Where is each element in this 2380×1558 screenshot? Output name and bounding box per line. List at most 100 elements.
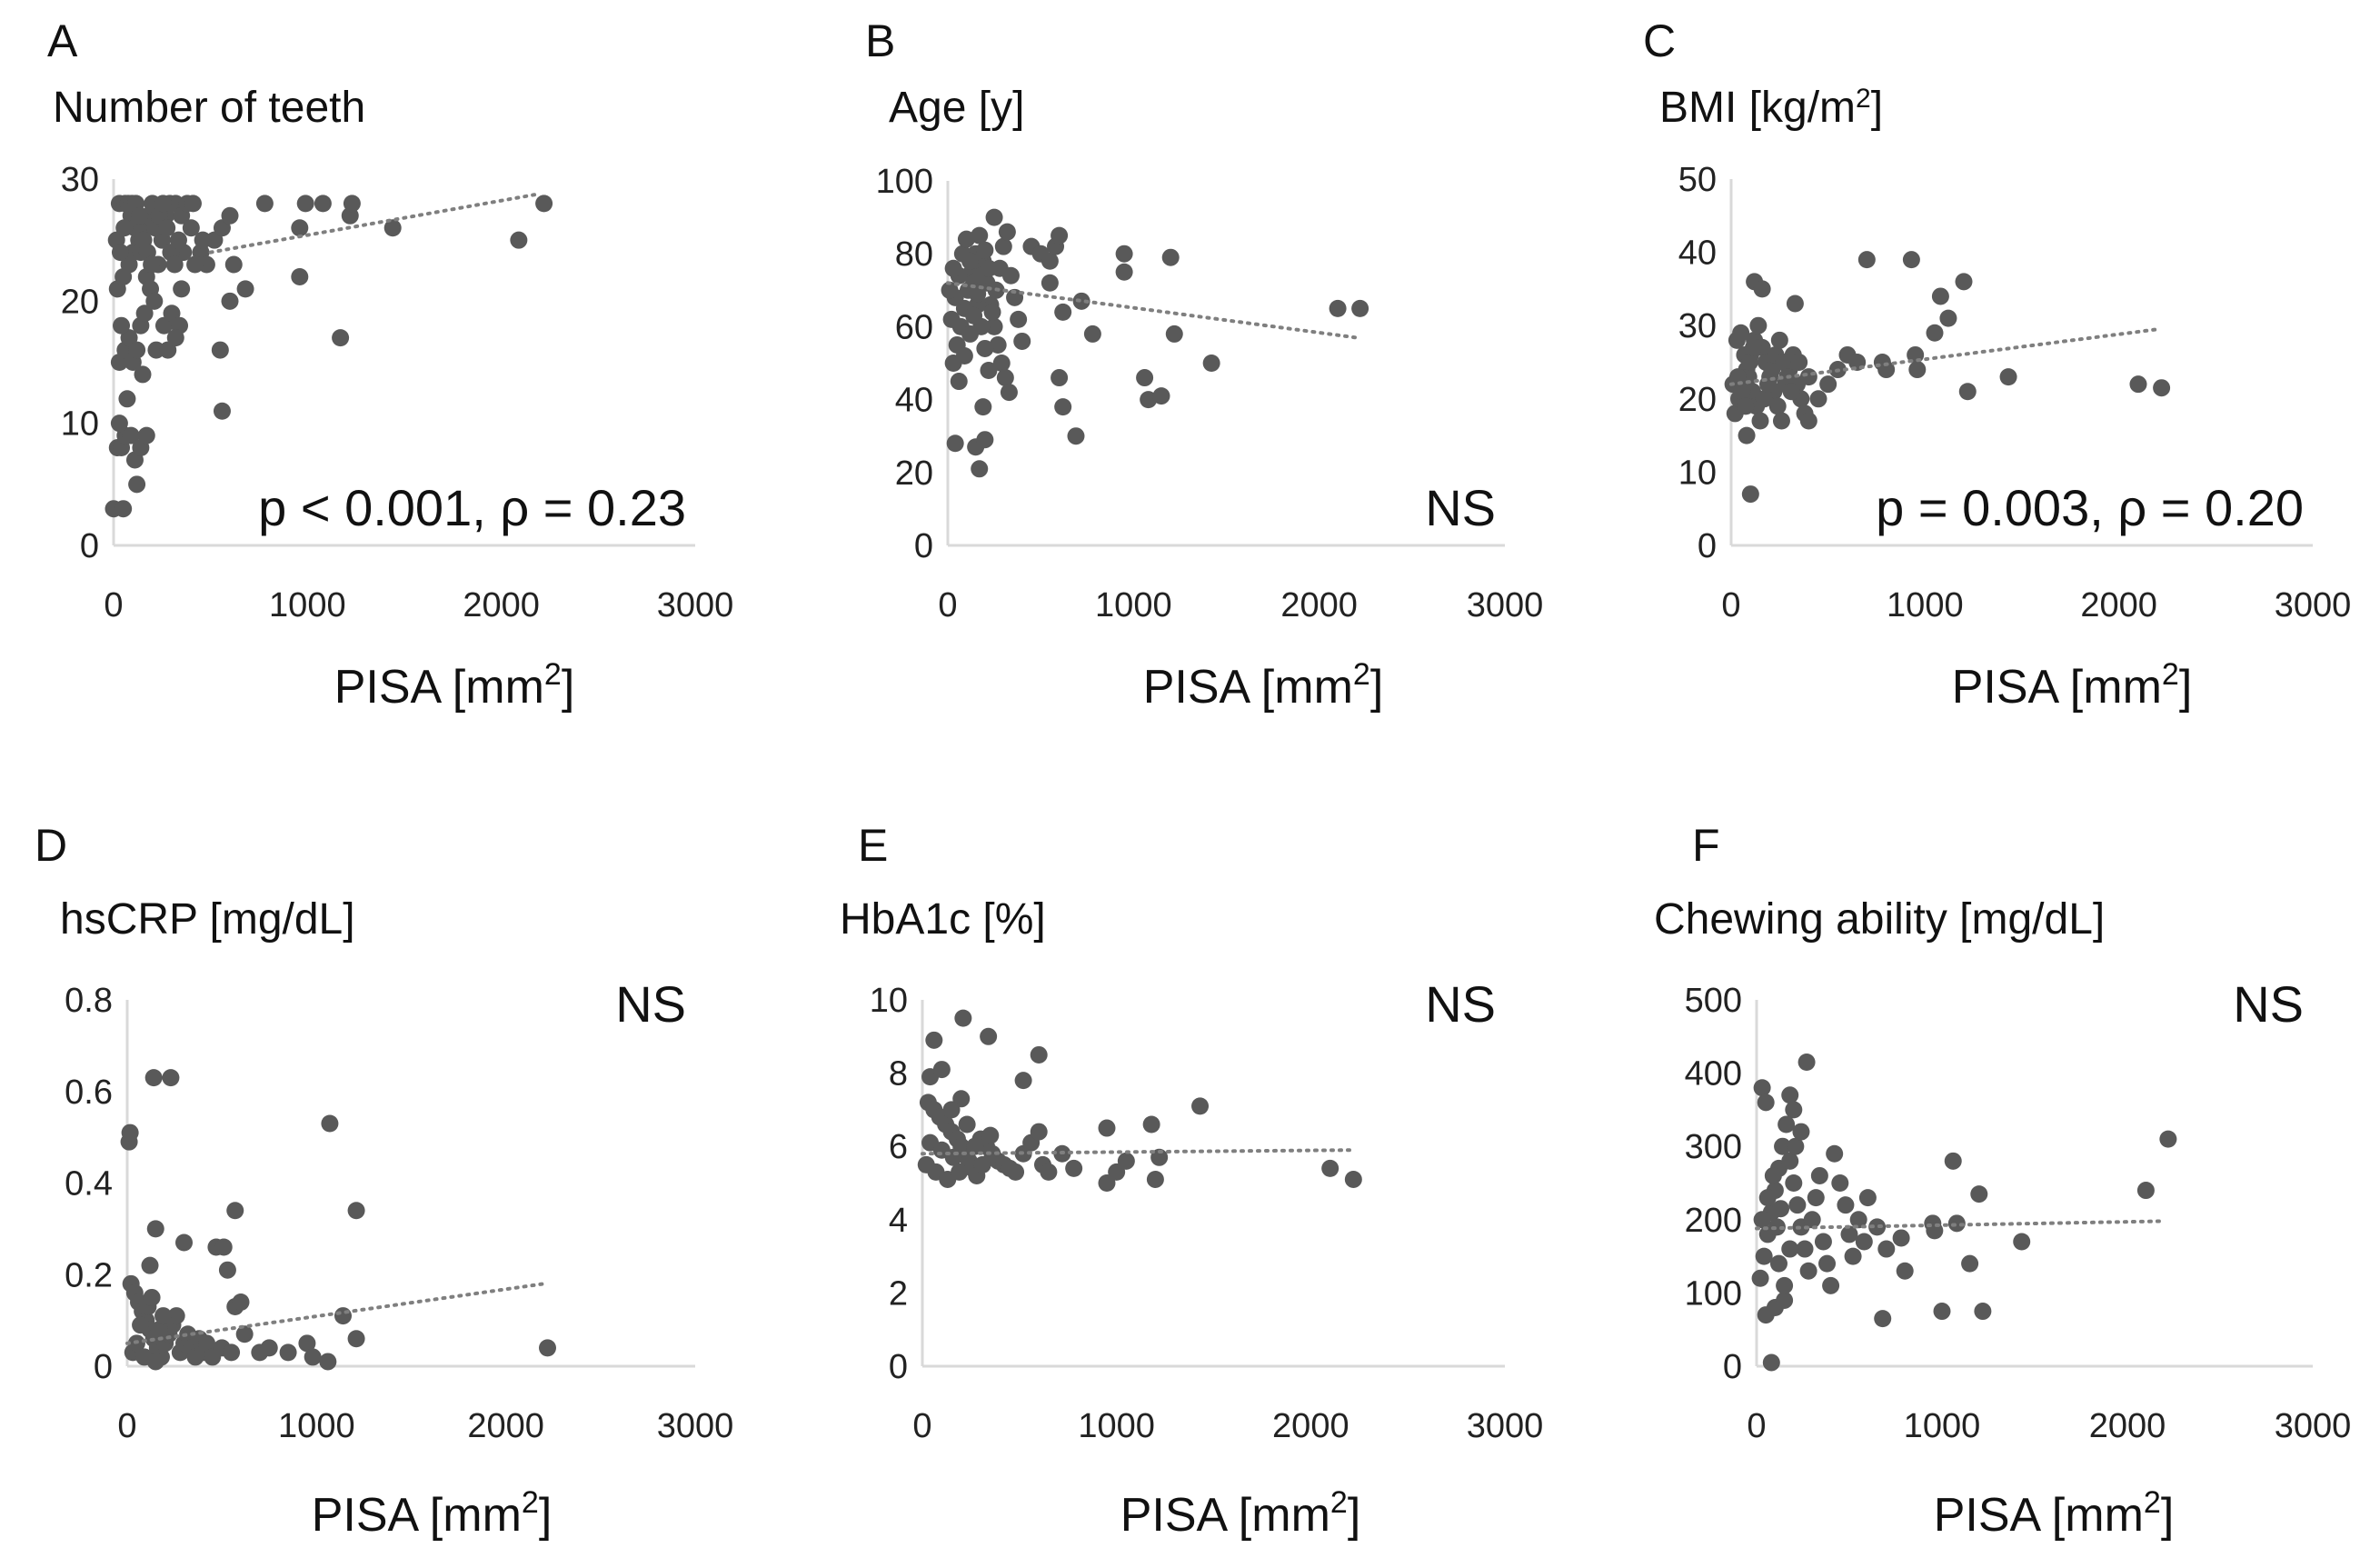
- data-point: [2153, 379, 2171, 397]
- data-point: [211, 341, 229, 359]
- data-point: [1054, 398, 1072, 416]
- data-point: [974, 398, 992, 416]
- data-point: [314, 195, 332, 213]
- x-tick-label: 1000: [1887, 586, 1964, 624]
- data-point: [236, 280, 254, 298]
- data-point: [1072, 292, 1090, 310]
- x-tick-label: 3000: [2275, 1407, 2352, 1445]
- x-axis-title: PISA [mm2]: [1143, 657, 1384, 714]
- panel-F: F Chewing ability [mg/dL] 0 100 200 300 400 5…: [1654, 820, 2351, 1542]
- y-tick-label: 200: [1685, 1202, 1742, 1240]
- data-point: [1877, 1240, 1896, 1258]
- x-tick-label: 1000: [278, 1407, 355, 1445]
- data-point: [1775, 354, 1793, 371]
- data-point: [1753, 1211, 1771, 1229]
- data-point: [221, 292, 239, 310]
- data-point: [1837, 1196, 1855, 1214]
- data-point: [128, 475, 146, 494]
- data-point: [279, 1343, 297, 1362]
- panel-A: A Number of teeth 0 10 20 30 0 1000 2000 3000 p …: [47, 15, 733, 714]
- data-point: [976, 431, 994, 449]
- data-point: [992, 355, 1011, 372]
- data-point: [194, 231, 212, 249]
- data-point: [961, 325, 980, 343]
- data-point: [996, 369, 1014, 387]
- y-tick-label: 10: [870, 982, 908, 1020]
- data-point: [1740, 354, 1758, 371]
- data-point: [1758, 1189, 1777, 1207]
- data-point: [1974, 1303, 1992, 1321]
- data-point: [1831, 1174, 1849, 1192]
- data-point: [539, 1339, 556, 1357]
- data-point: [1896, 1262, 1914, 1280]
- data-point: [1822, 1276, 1840, 1294]
- panel-letter: C: [1643, 15, 1676, 66]
- data-point: [1769, 1254, 1787, 1273]
- data-point: [946, 434, 964, 453]
- data-point: [971, 460, 989, 478]
- data-point: [2013, 1233, 2031, 1251]
- data-point: [950, 373, 968, 391]
- data-point: [1745, 338, 1763, 356]
- data-point: [214, 1238, 233, 1256]
- data-point: [1939, 309, 1957, 327]
- data-point: [235, 1325, 254, 1343]
- data-point: [143, 255, 161, 274]
- panel-title: BMI [kg/m2]: [1659, 84, 1883, 132]
- data-point: [1753, 1079, 1771, 1097]
- data-point: [122, 426, 140, 444]
- stat-annotation: NS: [1425, 975, 1496, 1033]
- data-point: [150, 1321, 168, 1339]
- x-tick-label: 3000: [1467, 1407, 1544, 1445]
- panel-letter: E: [858, 820, 888, 871]
- data-point: [1818, 1254, 1837, 1273]
- panel-letter: F: [1692, 820, 1720, 871]
- data-point: [1142, 1115, 1160, 1134]
- data-point: [118, 390, 136, 408]
- data-point: [954, 1009, 972, 1027]
- y-tick-label: 0: [94, 1348, 113, 1386]
- x-tick-label: 3000: [2275, 586, 2352, 624]
- x-tick-label: 3000: [1467, 586, 1544, 624]
- data-point: [2129, 375, 2147, 394]
- stat-annotation: NS: [1425, 479, 1496, 536]
- data-point: [115, 219, 134, 237]
- x-tick-label: 2000: [467, 1407, 544, 1445]
- data-point: [1010, 310, 1028, 328]
- x-tick-label: 2000: [1272, 1407, 1349, 1445]
- data-point: [1191, 1097, 1210, 1115]
- data-point: [260, 1339, 278, 1357]
- data-point: [169, 231, 187, 249]
- data-point: [1762, 1353, 1780, 1372]
- data-point: [110, 414, 128, 433]
- data-point: [1855, 1233, 1873, 1251]
- x-tick-label: 0: [938, 586, 957, 624]
- data-point: [223, 1343, 241, 1362]
- x-axis-title: PISA [mm2]: [1934, 1485, 2175, 1542]
- panel-letter: B: [865, 15, 895, 66]
- trend-line: [921, 1148, 1352, 1156]
- data-point: [976, 339, 994, 357]
- panel-C: C BMI [kg/m2] 0 10 20 30 40 50 0 1000 2000 3000 p …: [1643, 15, 2351, 714]
- y-tick-label: 30: [1678, 307, 1717, 345]
- data-point: [1732, 324, 1750, 342]
- data-point: [332, 329, 350, 347]
- y-tick-label: 0: [889, 1348, 908, 1386]
- data-point: [113, 316, 131, 335]
- y-tick-label: 20: [895, 454, 933, 493]
- data-point: [1970, 1185, 1988, 1203]
- data-point: [1030, 1123, 1048, 1141]
- data-point: [985, 208, 1003, 226]
- data-point: [983, 303, 1001, 321]
- y-tick-label: 0.6: [65, 1074, 113, 1112]
- data-point: [221, 206, 239, 225]
- stat-annotation: NS: [615, 975, 686, 1033]
- panel-letter: A: [47, 15, 78, 66]
- data-point: [298, 1334, 316, 1353]
- y-tick-label: 4: [889, 1202, 908, 1240]
- data-point: [137, 426, 155, 444]
- data-point: [1868, 1218, 1887, 1236]
- data-point: [510, 231, 528, 249]
- data-point: [213, 402, 231, 420]
